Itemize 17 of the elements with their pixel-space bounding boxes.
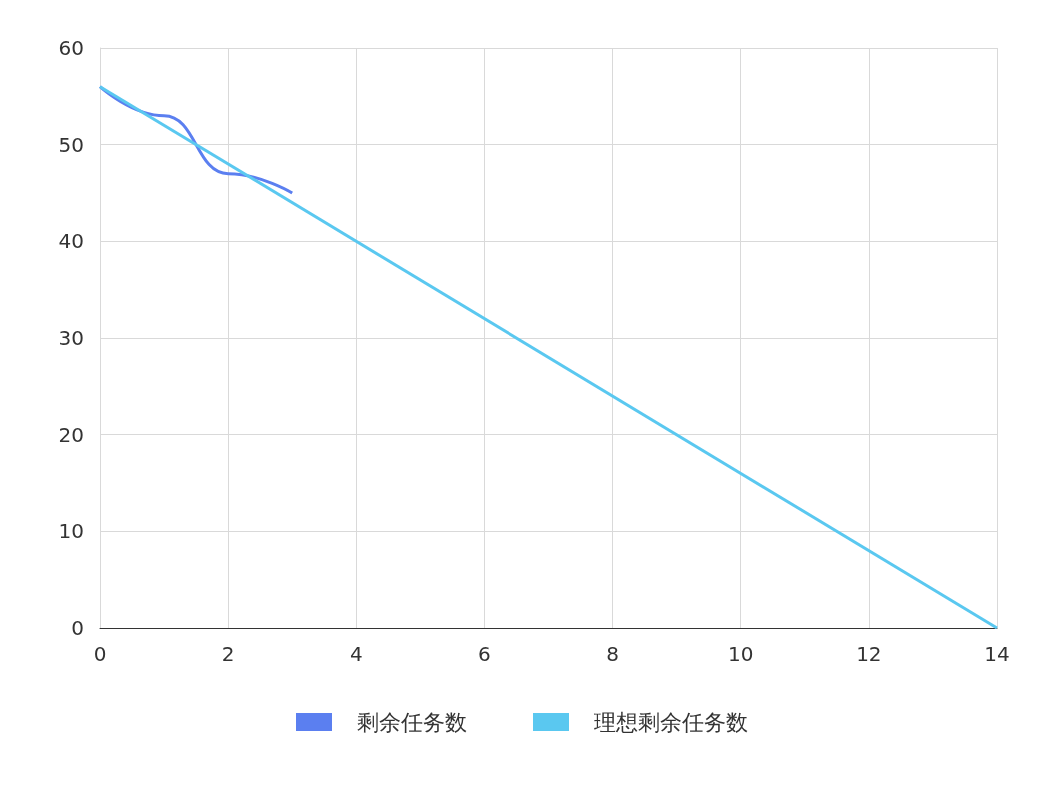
y-tick-label: 50 (58, 132, 84, 157)
legend-label: 理想剩余任务数 (594, 709, 748, 735)
x-tick-label: 6 (478, 642, 491, 666)
y-tick-label: 0 (71, 616, 84, 640)
x-tick-label: 8 (606, 642, 619, 666)
x-tick-label: 0 (93, 642, 107, 666)
x-tick-label: 10 (727, 642, 754, 666)
y-tick-label: 20 (58, 422, 84, 447)
legend-label: 剩余任务数 (357, 709, 467, 735)
y-tick-label: 30 (58, 326, 84, 350)
x-tick-label: 4 (349, 642, 363, 666)
x-tick-label: 14 (984, 642, 1010, 666)
y-tick-label: 40 (58, 229, 84, 254)
y-tick-label: 10 (58, 519, 84, 544)
x-tick-label: 2 (221, 642, 235, 666)
x-tick-label: 12 (856, 642, 882, 666)
y-tick-label: 60 (58, 36, 84, 60)
